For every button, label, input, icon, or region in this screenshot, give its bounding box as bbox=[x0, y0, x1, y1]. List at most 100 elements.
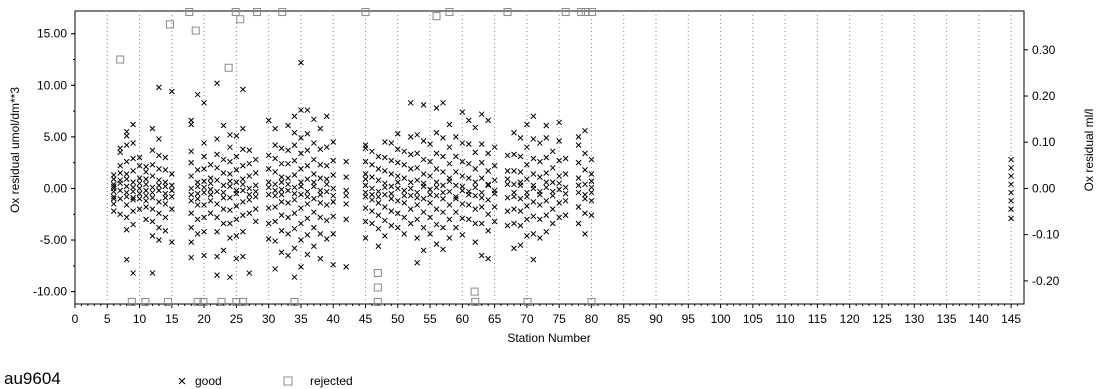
good-point bbox=[478, 194, 485, 201]
good-point bbox=[323, 188, 330, 195]
good-point bbox=[472, 220, 479, 227]
good-point bbox=[536, 235, 543, 241]
good-point bbox=[214, 164, 220, 171]
good-point bbox=[123, 193, 130, 200]
good-point bbox=[440, 153, 446, 160]
good-point bbox=[188, 173, 195, 179]
good-point bbox=[201, 99, 207, 106]
good-point bbox=[330, 261, 337, 268]
left-y-tick-label: 10.00 bbox=[37, 78, 67, 92]
good-point bbox=[143, 192, 149, 199]
good-point bbox=[511, 245, 517, 252]
good-point bbox=[582, 150, 588, 157]
good-point bbox=[220, 206, 227, 212]
good-point bbox=[201, 228, 207, 235]
good-point bbox=[291, 157, 298, 164]
rejected-point bbox=[127, 297, 136, 306]
good-point bbox=[433, 221, 440, 228]
good-point bbox=[272, 142, 278, 148]
good-point bbox=[265, 117, 272, 124]
good-point bbox=[478, 204, 485, 210]
good-point bbox=[233, 179, 240, 186]
good-point bbox=[446, 121, 453, 128]
good-point bbox=[330, 139, 337, 145]
good-point bbox=[504, 152, 511, 159]
left-y-tick-label: 5.00 bbox=[44, 130, 68, 144]
good-point bbox=[123, 214, 130, 221]
good-point bbox=[478, 141, 485, 147]
good-point bbox=[524, 233, 530, 239]
good-point bbox=[227, 178, 233, 185]
good-point bbox=[582, 127, 588, 134]
rejected-point bbox=[163, 297, 172, 306]
good-point bbox=[117, 177, 124, 184]
good-point bbox=[530, 213, 537, 220]
rejected-point bbox=[561, 8, 570, 17]
good-point bbox=[227, 144, 233, 151]
good-point bbox=[278, 186, 285, 193]
good-point bbox=[117, 145, 124, 152]
good-point bbox=[188, 210, 195, 217]
good-point bbox=[149, 147, 156, 154]
good-point bbox=[298, 107, 304, 113]
good-point bbox=[440, 209, 446, 216]
good-point bbox=[459, 215, 466, 222]
good-point bbox=[517, 179, 524, 186]
legend: good rejected bbox=[178, 374, 353, 388]
good-point bbox=[246, 210, 253, 217]
good-point bbox=[246, 270, 253, 276]
good-point bbox=[214, 201, 220, 207]
good-point bbox=[272, 192, 278, 199]
good-point bbox=[440, 182, 446, 189]
good-point bbox=[478, 252, 485, 259]
good-point bbox=[453, 153, 459, 160]
good-point bbox=[330, 157, 337, 164]
good-point bbox=[543, 154, 550, 161]
good-point bbox=[149, 184, 156, 191]
good-point bbox=[291, 190, 298, 197]
good-point bbox=[117, 162, 124, 169]
good-point bbox=[227, 158, 233, 165]
good-point bbox=[246, 173, 253, 179]
good-point bbox=[369, 196, 375, 203]
good-point bbox=[472, 184, 479, 191]
good-point bbox=[156, 136, 162, 142]
good-point bbox=[143, 176, 149, 183]
good-point bbox=[343, 187, 349, 194]
good-point bbox=[227, 235, 233, 241]
good-point bbox=[330, 199, 337, 205]
good-point bbox=[362, 218, 369, 225]
good-point bbox=[304, 201, 311, 207]
good-point bbox=[214, 136, 220, 142]
good-point bbox=[214, 188, 220, 195]
good-point bbox=[465, 191, 472, 198]
x-tick-label: 25 bbox=[230, 312, 244, 326]
good-point bbox=[239, 86, 246, 93]
good-point bbox=[582, 191, 588, 198]
good-point bbox=[511, 193, 517, 200]
good-point bbox=[362, 158, 369, 165]
good-point bbox=[110, 195, 117, 202]
good-point bbox=[382, 154, 388, 161]
x-tick-label: 75 bbox=[553, 312, 567, 326]
good-point bbox=[123, 189, 130, 196]
good-point bbox=[427, 141, 433, 147]
x-tick-label: 30 bbox=[262, 312, 276, 326]
good-point bbox=[149, 233, 156, 239]
good-point bbox=[239, 125, 246, 132]
good-point bbox=[549, 148, 556, 155]
good-point bbox=[317, 187, 324, 194]
good-point bbox=[588, 156, 595, 163]
good-point bbox=[394, 146, 401, 153]
good-point bbox=[427, 230, 433, 237]
good-point bbox=[536, 140, 543, 146]
good-point bbox=[265, 184, 272, 191]
right-y-tick-label: 0.00 bbox=[1032, 181, 1056, 195]
good-point bbox=[291, 274, 298, 281]
good-point bbox=[291, 142, 298, 148]
rejected-point bbox=[588, 8, 597, 17]
right-y-tick-label: 0.30 bbox=[1032, 43, 1056, 57]
x-tick-label: 45 bbox=[359, 312, 373, 326]
good-point bbox=[453, 134, 459, 140]
good-point bbox=[323, 217, 330, 224]
